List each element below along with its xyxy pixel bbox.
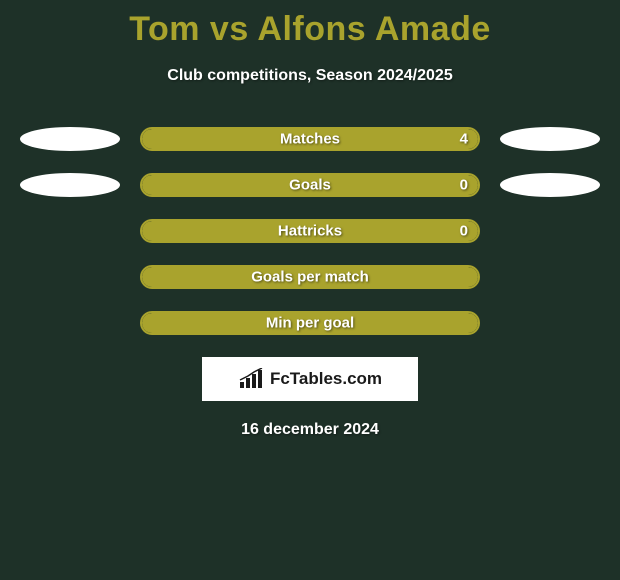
stat-value: 0	[460, 177, 468, 194]
stat-label: Hattricks	[278, 223, 342, 240]
stat-row: Goals 0	[0, 173, 620, 197]
stat-value: 0	[460, 223, 468, 240]
stat-bar: Matches 4	[140, 127, 480, 151]
stats-rows: Matches 4 Goals 0 Hattricks 0 Goals per …	[0, 127, 620, 335]
subtitle: Club competitions, Season 2024/2025	[0, 67, 620, 85]
stat-label: Matches	[280, 131, 340, 148]
stat-label: Goals	[289, 177, 331, 194]
left-ellipse-0	[20, 127, 120, 151]
page-title: Tom vs Alfons Amade	[0, 0, 620, 49]
right-ellipse-0	[500, 127, 600, 151]
stat-row: Goals per match	[0, 265, 620, 289]
logo-text: FcTables.com	[270, 369, 382, 389]
stat-bar: Hattricks 0	[140, 219, 480, 243]
bars-icon	[238, 368, 266, 390]
stat-bar: Min per goal	[140, 311, 480, 335]
stat-bar: Goals 0	[140, 173, 480, 197]
stat-label: Goals per match	[251, 269, 369, 286]
stat-bar: Goals per match	[140, 265, 480, 289]
stat-row: Matches 4	[0, 127, 620, 151]
stat-label: Min per goal	[266, 315, 354, 332]
stat-value: 4	[460, 131, 468, 148]
logo-box: FcTables.com	[202, 357, 418, 401]
stat-row: Hattricks 0	[0, 219, 620, 243]
right-ellipse-1	[500, 173, 600, 197]
date-text: 16 december 2024	[0, 421, 620, 439]
left-ellipse-1	[20, 173, 120, 197]
stat-row: Min per goal	[0, 311, 620, 335]
